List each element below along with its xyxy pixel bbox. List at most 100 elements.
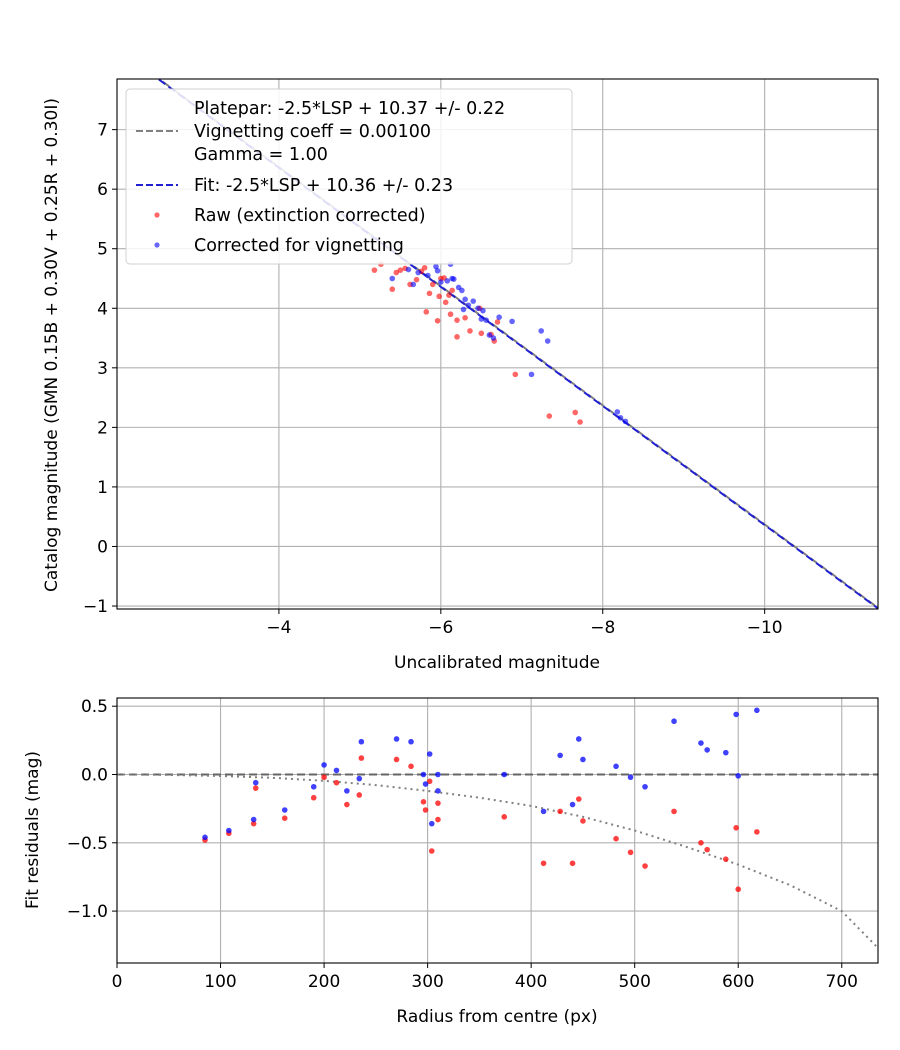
bottom-point-corrected (310, 783, 317, 790)
bottom-point-raw (613, 835, 619, 842)
bottom-point-corrected (557, 752, 563, 759)
top-plot-frame (116, 78, 879, 610)
legend-label-vignetting: Vignetting coeff = 0.00100 (194, 122, 431, 142)
top-point-corrected (496, 314, 502, 321)
top-point-corrected (483, 317, 489, 323)
bottom-point-corrected (627, 774, 634, 781)
bottom-vignetting-curve (116, 773, 879, 949)
legend-label-platepar: Platepar: -2.5*LSP + 10.37 +/- 0.22 (194, 99, 505, 119)
bottom-point-raw (393, 756, 400, 763)
bottom-point-raw (358, 755, 365, 761)
legend-swatch-corrected (154, 242, 160, 248)
bottom-point-raw (575, 796, 582, 802)
bottom-point-raw (698, 839, 704, 846)
bottom-point-raw (723, 856, 729, 862)
top-x-ticks: −4 −6 −8 −10 (266, 609, 783, 638)
top-point-raw (512, 371, 519, 378)
top-point-corrected (465, 302, 472, 309)
bottom-point-corrected (575, 736, 582, 742)
bottom-x-tick-label: 400 (515, 972, 547, 992)
bottom-point-raw (435, 816, 441, 823)
top-point-corrected (444, 278, 451, 284)
top-point-raw (389, 286, 396, 293)
top-point-raw (478, 330, 485, 337)
top-point-raw (426, 290, 433, 297)
top-x-axis-label: Uncalibrated magnitude (394, 653, 600, 673)
bottom-y-tick-label: 0.0 (81, 765, 108, 785)
legend-swatch-raw (154, 212, 160, 218)
top-point-raw (434, 317, 441, 324)
top-point-raw (454, 334, 460, 340)
bottom-point-raw (733, 824, 739, 831)
top-point-corrected (415, 269, 421, 276)
top-point-raw (462, 314, 468, 321)
residuals-scatter-chart: 0 100 200 300 400 500 600 700 0.5 0.0 −0.5 −1.0 Ra… (23, 697, 879, 1027)
top-y-tick-label: 1 (97, 478, 108, 498)
top-point-corrected (486, 332, 493, 338)
bottom-point-raw (569, 860, 576, 867)
top-x-tick-label: −4 (266, 618, 291, 638)
bottom-point-raw (428, 848, 435, 854)
top-point-raw (454, 317, 460, 323)
bottom-point-raw (671, 808, 677, 815)
bottom-point-corrected (250, 816, 257, 823)
bottom-point-corrected (422, 781, 429, 787)
top-point-raw (429, 281, 436, 288)
legend-label-corrected: Corrected for vignetting (194, 236, 404, 256)
bottom-point-corrected (420, 771, 427, 778)
bottom-point-raw (501, 814, 508, 820)
bottom-point-corrected (671, 718, 677, 725)
top-x-tick-label: −6 (428, 618, 453, 638)
bottom-point-corrected (226, 827, 232, 834)
bottom-x-tick-label: 300 (411, 972, 443, 992)
bottom-point-corrected (344, 788, 350, 794)
top-point-corrected (389, 275, 396, 282)
bottom-point-corrected (356, 775, 363, 782)
top-point-corrected (490, 335, 497, 341)
top-y-tick-label: 2 (97, 418, 108, 438)
bottom-point-corrected (540, 808, 547, 815)
bottom-point-raw (704, 846, 710, 853)
top-point-corrected (425, 272, 431, 279)
top-point-raw (546, 413, 553, 419)
top-point-corrected (405, 266, 412, 273)
bottom-point-corrected (426, 751, 433, 757)
bottom-point-corrected (704, 747, 710, 753)
bottom-x-tick-label: 100 (204, 972, 236, 992)
top-point-corrected (538, 328, 545, 334)
top-point-raw (436, 293, 443, 300)
bottom-point-corrected (408, 738, 414, 745)
bottom-point-raw (356, 792, 363, 798)
top-y-tick-label: 0 (97, 537, 108, 557)
bottom-point-corrected (501, 771, 508, 778)
bottom-plot-frame (116, 697, 879, 964)
bottom-point-raw (420, 799, 427, 805)
bottom-point-raw (435, 800, 441, 806)
top-y-tick-label: 3 (97, 359, 108, 379)
bottom-point-corrected (358, 738, 365, 745)
top-point-corrected (544, 338, 551, 344)
bottom-x-tick-label: 600 (722, 972, 754, 992)
top-point-corrected (617, 415, 624, 421)
bottom-point-corrected (333, 767, 340, 774)
top-point-corrected (438, 279, 444, 285)
top-point-raw (572, 409, 579, 416)
top-point-corrected (528, 371, 535, 378)
bottom-y-tick-label: 0.5 (81, 697, 108, 717)
bottom-x-ticks: 0 100 200 300 400 500 600 700 (112, 963, 858, 992)
bottom-point-corrected (642, 783, 648, 790)
top-point-corrected (622, 418, 629, 425)
bottom-point-corrected (435, 788, 441, 794)
top-y-tick-label: 4 (97, 299, 108, 319)
top-point-corrected (614, 409, 621, 415)
bottom-x-tick-label: 500 (618, 972, 650, 992)
bottom-point-raw (344, 801, 350, 808)
top-point-corrected (478, 316, 485, 322)
bottom-point-corrected (733, 711, 739, 718)
bottom-x-tick-label: 700 (826, 972, 858, 992)
top-point-raw (447, 311, 454, 318)
bottom-point-corrected (435, 771, 441, 778)
top-point-corrected (460, 306, 467, 313)
